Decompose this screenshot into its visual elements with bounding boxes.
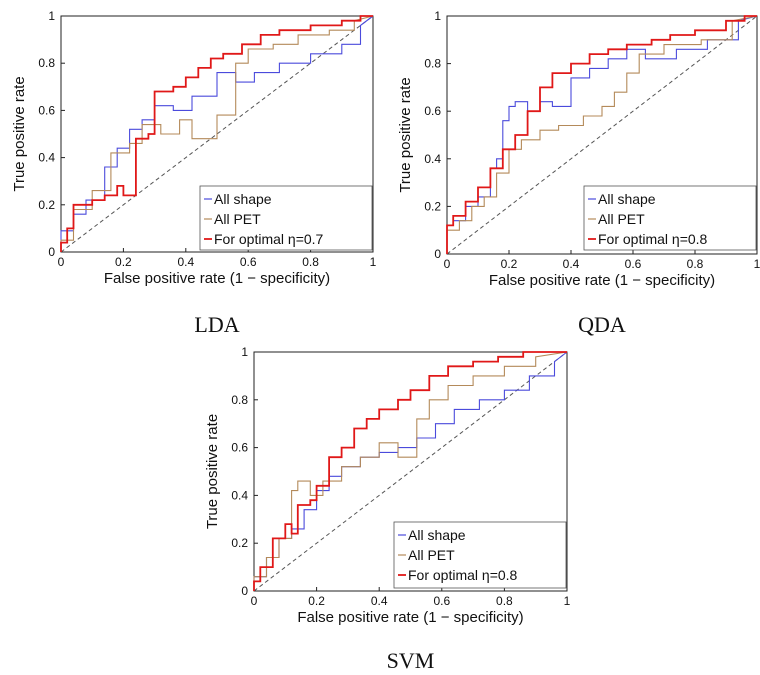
- x-tick-label: 1: [754, 257, 760, 271]
- legend-box: [393, 521, 567, 589]
- y-tick-label: 0.2: [38, 198, 55, 212]
- legend-entry-all-pet: All PET: [598, 211, 645, 227]
- x-axis-label: False positive rate (1 − specificity): [104, 270, 330, 287]
- y-tick-label: 0.2: [231, 536, 248, 550]
- panel-caption: QDA: [578, 312, 626, 337]
- y-axis-label: True positive rate: [397, 77, 414, 192]
- x-tick-label: 0.4: [177, 255, 194, 269]
- x-axis-label: False positive rate (1 − specificity): [489, 272, 715, 289]
- y-tick-label: 0.8: [231, 393, 248, 407]
- panel-caption: LDA: [194, 312, 239, 337]
- legend: All shape All PET For optimal η=0.7: [199, 185, 373, 251]
- x-tick-label: 0.6: [625, 257, 642, 271]
- x-tick-label: 0.6: [240, 255, 257, 269]
- all-pet-roc-line: [253, 351, 568, 591]
- y-tick-label: 1: [48, 9, 55, 23]
- chance-diagonal-line: [60, 15, 374, 253]
- y-axis-label: True positive rate: [204, 414, 221, 529]
- legend-entry-all-shape: All shape: [598, 191, 656, 207]
- lda-roc-panel: 0 0.2 0.4 0.6 0.8 1 0 0.2 0.4 0.6 0.8 1 False positi…: [11, 9, 377, 337]
- x-tick-label: 0.8: [687, 257, 704, 271]
- all-pet-roc-line: [60, 15, 374, 252]
- x-tick-label: 0.2: [308, 594, 325, 608]
- x-tick-label: 0.8: [302, 255, 319, 269]
- x-tick-label: 0.2: [115, 255, 132, 269]
- y-tick-label: 1: [434, 9, 441, 23]
- y-tick-label: 0.6: [231, 441, 248, 455]
- x-tick-label: 0.4: [563, 257, 580, 271]
- y-tick-label: 0: [434, 247, 441, 261]
- legend-entry-for-optimal-0-8: For optimal η=0.8: [598, 231, 708, 247]
- y-tick-label: 0: [241, 584, 248, 598]
- y-tick-label: 0.6: [424, 104, 441, 118]
- x-tick-label: 0: [444, 257, 451, 271]
- y-tick-label: 0.4: [424, 152, 441, 166]
- legend: All shape All PET For optimal η=0.8: [393, 521, 567, 589]
- y-tick-label: 0: [48, 245, 55, 259]
- all-pet-roc-line: [446, 15, 758, 254]
- x-tick-label: 1: [564, 594, 571, 608]
- x-tick-label: 0.6: [433, 594, 450, 608]
- x-tick-label: 1: [370, 255, 377, 269]
- y-tick-label: 0.6: [38, 103, 55, 117]
- x-axis-label: False positive rate (1 − specificity): [297, 609, 523, 626]
- x-tick-label: 0: [251, 594, 258, 608]
- legend: All shape All PET For optimal η=0.8: [583, 185, 757, 251]
- svm-roc-panel: 0 0.2 0.4 0.6 0.8 1 0 0.2 0.4 0.6 0.8 1 False positi…: [204, 345, 571, 673]
- qda-roc-panel: 0 0.2 0.4 0.6 0.8 1 0 0.2 0.4 0.6 0.8 1 False positi…: [397, 9, 760, 337]
- x-tick-label: 0.2: [501, 257, 518, 271]
- y-tick-label: 1: [241, 345, 248, 359]
- y-axis-label: True positive rate: [11, 76, 28, 191]
- chance-diagonal-line: [446, 15, 758, 255]
- panel-caption: SVM: [387, 648, 435, 673]
- for-optimal-0-8-roc-line: [253, 351, 567, 591]
- y-tick-label: 0.8: [38, 56, 55, 70]
- y-tick-label: 0.8: [424, 57, 441, 71]
- x-tick-label: 0.4: [371, 594, 388, 608]
- legend-entry-all-shape: All shape: [214, 191, 272, 207]
- plot-frame: [253, 351, 568, 592]
- legend-box: [199, 185, 373, 251]
- for-optimal-0-8-roc-line: [446, 15, 757, 254]
- chance-diagonal-line: [253, 351, 568, 592]
- y-tick-label: 0.4: [231, 488, 248, 502]
- y-tick-label: 0.2: [424, 199, 441, 213]
- legend-entry-all-pet: All PET: [214, 211, 261, 227]
- y-tick-label: 0.4: [38, 151, 55, 165]
- x-tick-label: 0: [58, 255, 65, 269]
- x-tick-label: 0.8: [496, 594, 513, 608]
- plot-frame: [60, 15, 374, 253]
- legend-entry-all-shape: All shape: [408, 527, 466, 543]
- legend-entry-for-optimal-0-8: For optimal η=0.8: [408, 567, 518, 583]
- plot-frame: [446, 15, 758, 255]
- for-optimal-0-7-roc-line: [60, 15, 373, 252]
- legend-entry-all-pet: All PET: [408, 547, 455, 563]
- legend-box: [583, 185, 757, 251]
- legend-entry-for-optimal-0-7: For optimal η=0.7: [214, 231, 324, 247]
